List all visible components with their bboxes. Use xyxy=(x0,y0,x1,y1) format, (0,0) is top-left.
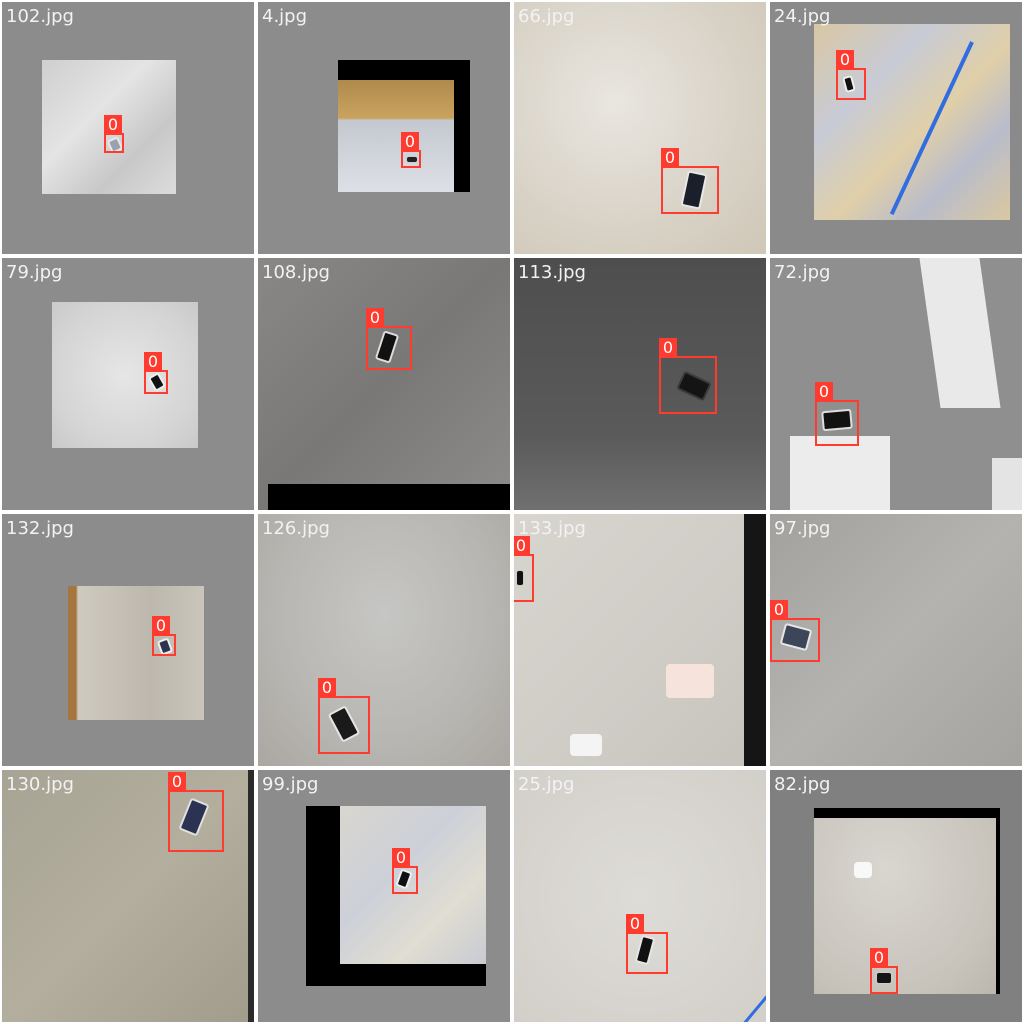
floor-photo xyxy=(68,586,204,720)
detection-box: 0 xyxy=(870,966,898,994)
floor-tile-stripe xyxy=(919,258,1000,408)
class-label: 0 xyxy=(659,338,677,358)
image-tile[interactable]: 0 130.jpg xyxy=(2,770,254,1022)
padding-region xyxy=(268,484,510,510)
detection-box: 0 xyxy=(152,634,176,656)
image-tile[interactable]: 0 66.jpg xyxy=(514,2,766,254)
detection-box: 0 xyxy=(836,68,866,100)
tile-filename: 108.jpg xyxy=(262,264,330,282)
image-tile[interactable]: 0 24.jpg xyxy=(770,2,1022,254)
image-tile[interactable]: 0 126.jpg xyxy=(258,514,510,766)
tile-filename: 97.jpg xyxy=(774,520,830,538)
detection-box: 0 xyxy=(144,370,168,394)
tile-filename: 132.jpg xyxy=(6,520,74,538)
tile-filename: 126.jpg xyxy=(262,520,330,538)
detection-box: 0 xyxy=(318,696,370,754)
detection-box: 0 xyxy=(392,866,418,894)
class-label: 0 xyxy=(836,50,854,70)
image-tile[interactable]: 0 82.jpg xyxy=(770,770,1022,1022)
detection-box: 0 xyxy=(659,356,717,414)
class-label: 0 xyxy=(815,382,833,402)
image-tile[interactable]: 0 132.jpg xyxy=(2,514,254,766)
class-label: 0 xyxy=(661,148,679,168)
light-reflection xyxy=(570,734,602,756)
light-reflection xyxy=(854,862,872,878)
tile-filename: 130.jpg xyxy=(6,776,74,794)
image-tile[interactable]: 0 99.jpg xyxy=(258,770,510,1022)
image-tile[interactable]: 0 25.jpg xyxy=(514,770,766,1022)
floor-tile-stripe xyxy=(992,458,1022,510)
detection-box: 0 xyxy=(661,166,719,214)
class-label: 0 xyxy=(318,678,336,698)
detection-box: 0 xyxy=(770,618,820,662)
class-label: 0 xyxy=(144,352,162,372)
class-label: 0 xyxy=(104,115,122,135)
floor-tile-stripe xyxy=(790,436,890,510)
image-tile[interactable]: 0 108.jpg xyxy=(258,258,510,510)
floor-photo xyxy=(52,302,198,448)
padding-region xyxy=(248,770,254,1022)
tile-filename: 72.jpg xyxy=(774,264,830,282)
class-label: 0 xyxy=(152,616,170,636)
detection-box: 0 xyxy=(168,790,224,852)
class-label: 0 xyxy=(870,948,888,968)
tile-filename: 102.jpg xyxy=(6,8,74,26)
tile-filename: 25.jpg xyxy=(518,776,574,794)
tile-filename: 99.jpg xyxy=(262,776,318,794)
class-label: 0 xyxy=(401,132,419,152)
class-label: 0 xyxy=(392,848,410,868)
tile-filename: 113.jpg xyxy=(518,264,586,282)
detection-box: 0 xyxy=(401,150,421,168)
tile-filename: 24.jpg xyxy=(774,8,830,26)
image-tile[interactable]: 0 102.jpg xyxy=(2,2,254,254)
floor-tape xyxy=(735,986,766,1022)
tile-filename: 133.jpg xyxy=(518,520,586,538)
image-tile[interactable]: 0 4.jpg xyxy=(258,2,510,254)
tile-filename: 4.jpg xyxy=(262,8,307,26)
floor-photo xyxy=(338,80,454,192)
class-label: 0 xyxy=(168,772,186,792)
class-label: 0 xyxy=(770,600,788,620)
class-label: 0 xyxy=(514,536,530,556)
detection-box: 0 xyxy=(104,133,124,153)
detection-box: 0 xyxy=(815,400,859,446)
tile-filename: 82.jpg xyxy=(774,776,830,794)
detection-box: 0 xyxy=(626,932,668,974)
floor-photo xyxy=(814,818,996,994)
image-tile[interactable]: 0 97.jpg xyxy=(770,514,1022,766)
image-tile[interactable]: 0 79.jpg xyxy=(2,258,254,510)
padding-region xyxy=(744,514,766,766)
detection-box: 0 xyxy=(514,554,534,602)
class-label: 0 xyxy=(366,308,384,328)
class-label: 0 xyxy=(626,914,644,934)
image-tile[interactable]: 0 72.jpg xyxy=(770,258,1022,510)
detection-box: 0 xyxy=(366,326,412,370)
image-tile[interactable]: 0 133.jpg xyxy=(514,514,766,766)
tile-filename: 79.jpg xyxy=(6,264,62,282)
tile-filename: 66.jpg xyxy=(518,8,574,26)
light-reflection xyxy=(666,664,714,698)
image-tile[interactable]: 0 113.jpg xyxy=(514,258,766,510)
